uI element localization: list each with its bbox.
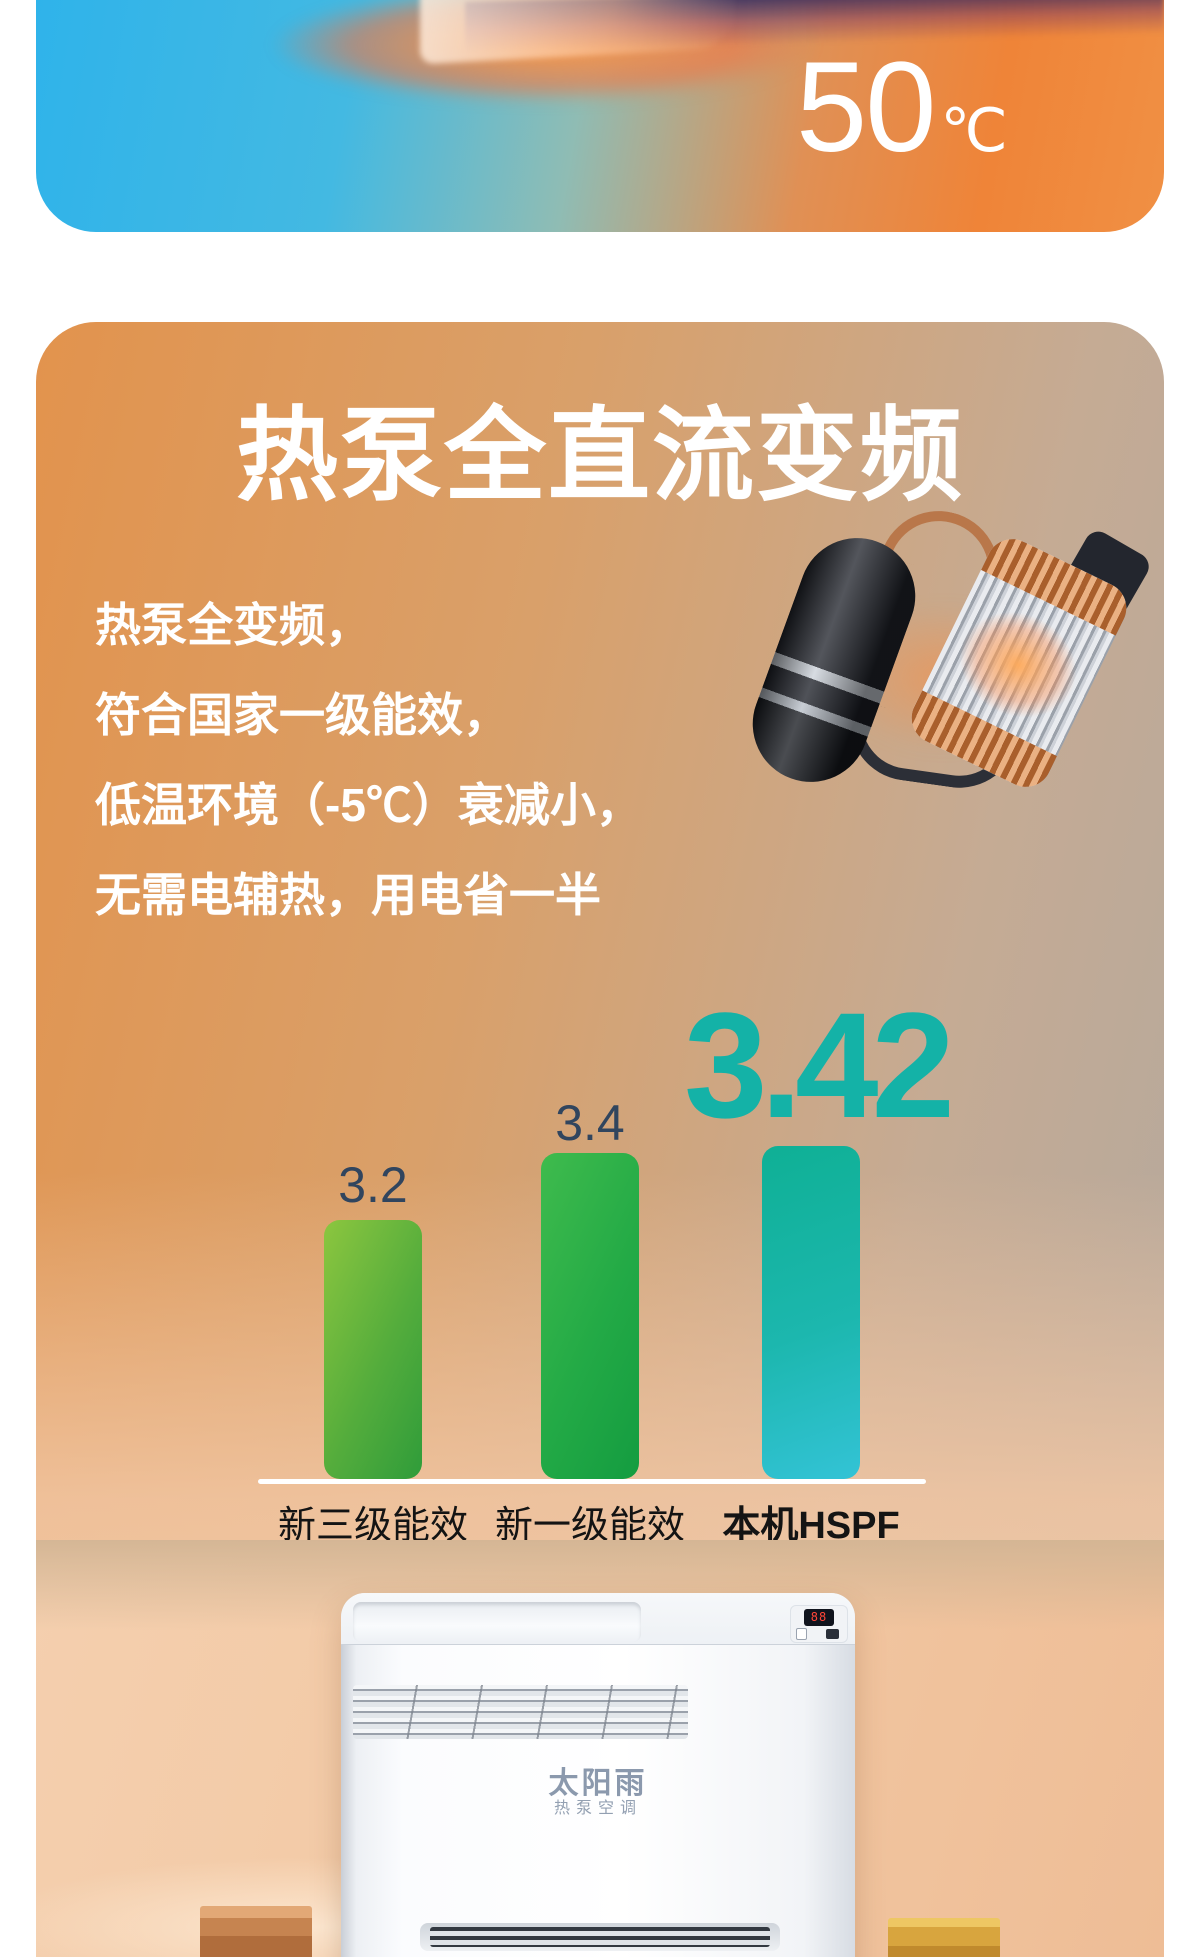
- hero-temperature-value: 50: [796, 36, 936, 179]
- ac-bottom-grille: [420, 1923, 780, 1951]
- wooden-block-left: [200, 1906, 312, 1957]
- ac-power-button: [796, 1628, 807, 1640]
- ac-air-flap: [353, 1602, 641, 1642]
- bar-new-level3-efficiency: [324, 1220, 422, 1479]
- bar-this-unit-hspf: [762, 1146, 860, 1479]
- chart-highlight-value: 3.42: [684, 981, 955, 1149]
- description-line: 低温环境（-5℃）衰减小，: [95, 779, 642, 831]
- ac-bottom-grille-slots: [430, 1927, 770, 1947]
- bar-new-level1-efficiency: [541, 1153, 639, 1479]
- wooden-block-right: [888, 1918, 1000, 1957]
- chart-baseline: [258, 1479, 926, 1484]
- hero-temperature: 50 ℃: [796, 44, 1008, 172]
- description-line: 热泵全变频，: [95, 599, 371, 651]
- ac-louver-vents: [353, 1685, 688, 1739]
- compressor-illustration: [736, 498, 1164, 799]
- section-description: 热泵全变频， 符合国家一级能效， 低温环境（-5℃）衰减小， 无需电辅热，用电省…: [95, 580, 642, 940]
- chart-value-label: 3.4: [555, 1095, 625, 1151]
- hspf-bar-chart: 3.42 3.2 3.4 新三级能效 新一级能效 本机HSPF: [36, 322, 1164, 1957]
- ac-console-unit: 88 太阳雨 热泵空调: [341, 1593, 855, 1957]
- ac-digital-display: 88: [804, 1609, 834, 1626]
- description-line: 符合国家一级能效，: [95, 689, 509, 741]
- feature-card: 热泵全直流变频 热泵全变频， 符合国家一级能效， 低温环境（-5℃）衰减小， 无…: [36, 322, 1164, 1957]
- ac-sensor-window: [826, 1629, 839, 1639]
- ac-control-panel: 88: [790, 1605, 848, 1643]
- product-photo-scene: 88 太阳雨 热泵空调: [36, 1540, 1164, 1957]
- chart-value-label: 3.2: [338, 1157, 408, 1213]
- brand-logo: 太阳雨: [548, 1767, 648, 1800]
- section-title: 热泵全直流变频: [236, 399, 964, 513]
- brand-subtitle: 热泵空调: [553, 1800, 642, 1817]
- description-line: 无需电辅热，用电省一半: [95, 869, 601, 921]
- hero-temperature-unit: ℃: [940, 97, 1008, 164]
- hero-card: 50 ℃: [36, 0, 1164, 232]
- ac-top-panel: 88: [341, 1593, 855, 1645]
